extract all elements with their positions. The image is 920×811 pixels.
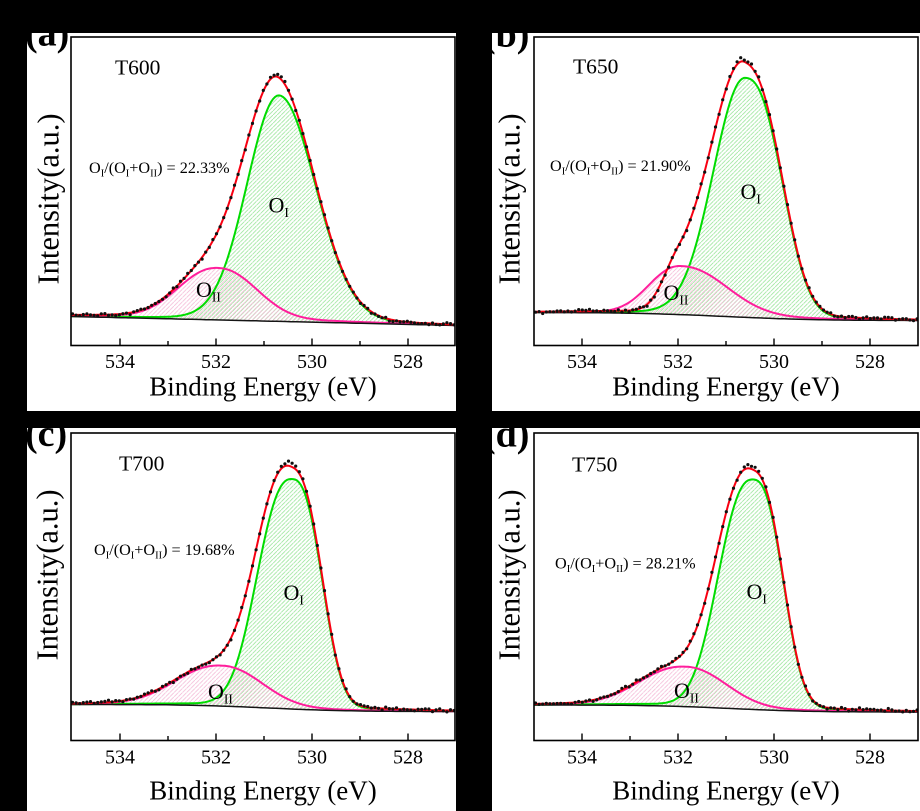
svg-text:Intensity(a.u.): Intensity(a.u.) [493, 113, 527, 284]
svg-text:OI: OI [284, 580, 305, 608]
svg-text:528: 528 [393, 351, 423, 373]
svg-text:528: 528 [393, 747, 423, 769]
svg-text:530: 530 [297, 351, 327, 373]
svg-text:Intensity(a.u.): Intensity(a.u.) [31, 489, 65, 660]
svg-text:T700: T700 [119, 452, 164, 476]
svg-text:532: 532 [663, 747, 693, 769]
svg-text:530: 530 [759, 351, 789, 373]
svg-text:528: 528 [855, 747, 885, 769]
svg-text:T600: T600 [115, 56, 160, 80]
svg-text:532: 532 [201, 351, 231, 373]
svg-text:532: 532 [663, 351, 693, 373]
svg-text:(a): (a) [25, 13, 69, 55]
svg-text:OI/(OI+OII) = 22.33%: OI/(OI+OII) = 22.33% [89, 159, 230, 180]
svg-text:(c): (c) [25, 413, 67, 455]
svg-text:534: 534 [567, 351, 597, 373]
svg-text:T650: T650 [573, 55, 618, 79]
svg-text:Binding Energy (eV): Binding Energy (eV) [612, 776, 839, 806]
svg-text:534: 534 [105, 351, 135, 373]
svg-text:532: 532 [201, 747, 231, 769]
svg-text:Binding Energy (eV): Binding Energy (eV) [149, 371, 376, 401]
svg-text:OI/(OI+OII) = 28.21%: OI/(OI+OII) = 28.21% [555, 555, 696, 576]
svg-text:OI: OI [741, 179, 762, 207]
svg-text:534: 534 [567, 747, 597, 769]
svg-text:530: 530 [297, 747, 327, 769]
svg-text:(b): (b) [483, 14, 529, 56]
svg-text:T750: T750 [572, 453, 617, 477]
svg-text:OI/(OI+OII) = 19.68%: OI/(OI+OII) = 19.68% [94, 541, 235, 562]
svg-text:Binding Energy (eV): Binding Energy (eV) [149, 776, 376, 806]
svg-text:OI: OI [747, 579, 768, 607]
svg-text:534: 534 [105, 747, 135, 769]
svg-text:Intensity(a.u.): Intensity(a.u.) [493, 489, 527, 660]
svg-text:530: 530 [759, 747, 789, 769]
svg-text:(d): (d) [483, 414, 529, 456]
svg-text:OI/(OI+OII) = 21.90%: OI/(OI+OII) = 21.90% [550, 157, 691, 178]
svg-text:OI: OI [269, 193, 290, 221]
svg-text:Intensity(a.u.): Intensity(a.u.) [32, 113, 66, 284]
svg-text:528: 528 [855, 351, 885, 373]
svg-text:Binding Energy (eV): Binding Energy (eV) [612, 371, 839, 401]
